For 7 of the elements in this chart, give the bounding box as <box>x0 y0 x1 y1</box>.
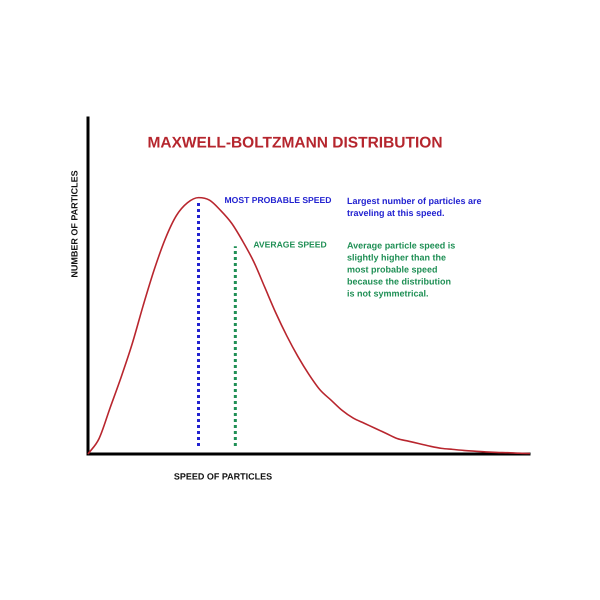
y-axis-title: NUMBER OF PARTICLES <box>69 170 80 278</box>
annotation: Average particle speed is slightly higher than the most probable speed because the distribution is not symmetrical. <box>347 240 456 299</box>
annotation: MOST PROBABLE SPEED <box>224 195 332 206</box>
x-axis-title: SPEED OF PARTICLES <box>174 471 272 482</box>
chart-title: MAXWELL-BOLTZMANN DISTRIBUTION <box>147 134 443 152</box>
annotation: AVERAGE SPEED <box>253 240 327 250</box>
annotation: Largest number of particles are traveling at this speed. <box>347 196 482 218</box>
